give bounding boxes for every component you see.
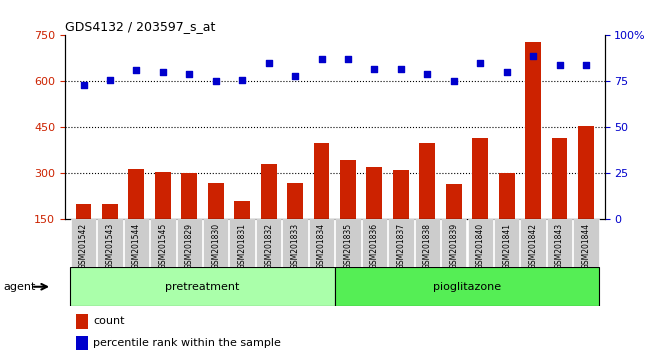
Bar — [70, 267, 335, 306]
Bar — [124, 219, 149, 267]
Bar — [547, 219, 572, 267]
Text: GSM201544: GSM201544 — [132, 223, 141, 269]
Bar — [573, 219, 599, 267]
Bar — [208, 183, 224, 266]
Bar — [393, 170, 409, 266]
Point — [78, 82, 88, 88]
Point — [131, 68, 142, 73]
Bar — [309, 219, 334, 267]
Point — [237, 77, 248, 82]
Bar — [287, 183, 303, 266]
Text: GSM201832: GSM201832 — [264, 223, 273, 269]
Text: GSM201543: GSM201543 — [105, 223, 114, 269]
Point — [528, 53, 538, 58]
Bar — [367, 167, 382, 266]
Point — [396, 66, 406, 72]
Text: GSM201841: GSM201841 — [502, 223, 511, 269]
Text: GSM201545: GSM201545 — [159, 223, 167, 269]
Text: pretreatment: pretreatment — [165, 282, 240, 292]
Bar — [552, 138, 567, 266]
Text: GSM201834: GSM201834 — [317, 223, 326, 269]
Bar — [76, 314, 88, 329]
Text: GSM201833: GSM201833 — [291, 223, 300, 269]
Point — [475, 60, 486, 66]
Bar — [261, 164, 276, 266]
Bar — [388, 219, 413, 267]
Point — [581, 62, 592, 68]
Text: GSM201831: GSM201831 — [238, 223, 247, 269]
Text: GSM201835: GSM201835 — [343, 223, 352, 269]
Point — [554, 62, 565, 68]
Bar — [446, 184, 462, 266]
Point — [317, 57, 327, 62]
Bar — [415, 219, 440, 267]
Bar — [177, 219, 202, 267]
Bar — [340, 160, 356, 266]
Point — [343, 57, 353, 62]
Bar — [129, 169, 144, 266]
Point — [501, 69, 512, 75]
Bar — [76, 336, 88, 350]
Bar — [75, 204, 92, 266]
Text: percentile rank within the sample: percentile rank within the sample — [93, 338, 281, 348]
Point — [422, 71, 432, 77]
Bar — [203, 219, 228, 267]
Text: GSM201839: GSM201839 — [449, 223, 458, 269]
Text: count: count — [93, 316, 125, 326]
Point — [105, 77, 115, 82]
Bar — [578, 126, 594, 266]
Bar — [102, 204, 118, 266]
Text: GSM201843: GSM201843 — [555, 223, 564, 269]
Bar — [361, 219, 387, 267]
Text: agent: agent — [3, 282, 36, 292]
Text: GSM201830: GSM201830 — [211, 223, 220, 269]
Bar — [441, 219, 467, 267]
Bar — [71, 219, 96, 267]
Text: GDS4132 / 203597_s_at: GDS4132 / 203597_s_at — [65, 20, 215, 33]
Text: GSM201829: GSM201829 — [185, 223, 194, 269]
Point — [263, 60, 274, 66]
Bar — [229, 219, 255, 267]
Bar — [521, 219, 546, 267]
Text: GSM201837: GSM201837 — [396, 223, 406, 269]
Bar — [98, 219, 123, 267]
Point — [158, 69, 168, 75]
Text: GSM201840: GSM201840 — [476, 223, 485, 269]
Text: GSM201542: GSM201542 — [79, 223, 88, 269]
Text: pioglitazone: pioglitazone — [433, 282, 501, 292]
Point — [448, 79, 459, 84]
Bar — [150, 219, 176, 267]
Text: GSM201836: GSM201836 — [370, 223, 379, 269]
Bar — [419, 143, 436, 266]
Bar — [525, 41, 541, 266]
Bar — [256, 219, 281, 267]
Bar — [499, 173, 515, 266]
Text: GSM201842: GSM201842 — [528, 223, 538, 269]
Bar — [313, 143, 330, 266]
Point — [184, 71, 194, 77]
Text: GSM201838: GSM201838 — [422, 223, 432, 269]
Bar — [494, 219, 519, 267]
Bar — [467, 219, 493, 267]
Bar — [155, 172, 171, 266]
Bar — [473, 138, 488, 266]
Bar — [282, 219, 308, 267]
Bar — [234, 201, 250, 266]
Point — [290, 73, 300, 79]
Point — [369, 66, 380, 72]
Bar — [335, 219, 361, 267]
Point — [211, 79, 221, 84]
Bar — [181, 172, 197, 266]
Text: GSM201844: GSM201844 — [582, 223, 590, 269]
Bar — [335, 267, 599, 306]
